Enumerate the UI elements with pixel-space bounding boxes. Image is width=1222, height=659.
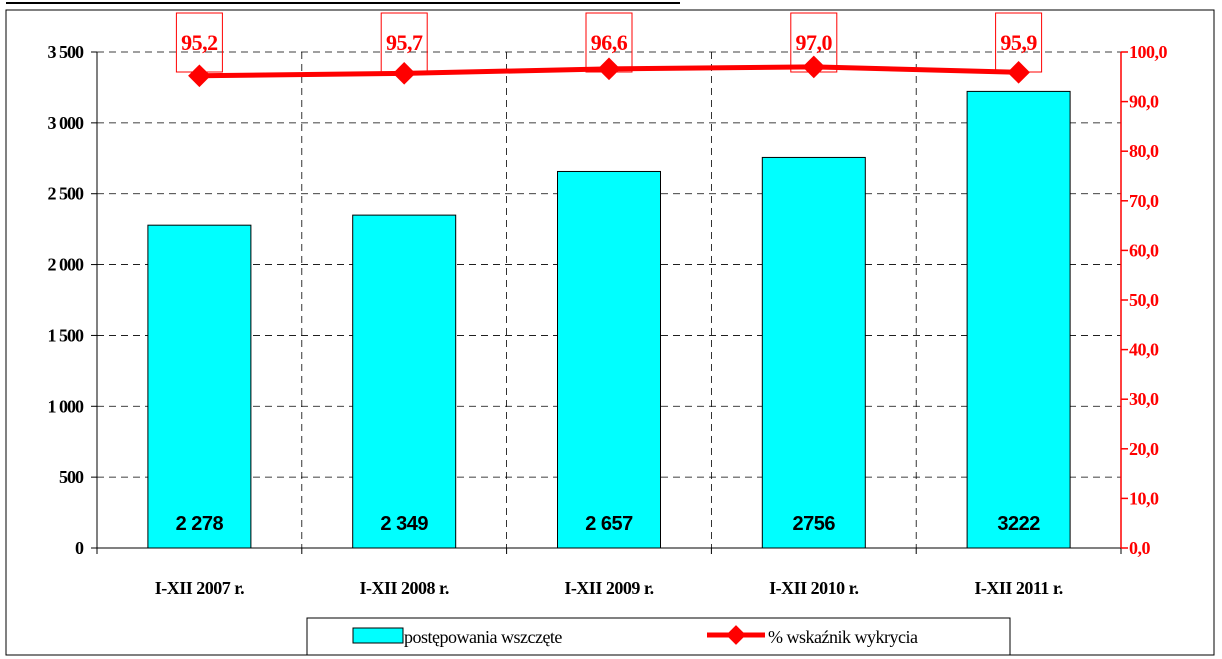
line-marker (392, 62, 416, 85)
gridlines (97, 51, 1121, 548)
line-data-label: 95,7 (386, 30, 423, 55)
legend-line-label: % wskaźnik wykrycia (768, 627, 918, 647)
y-tick-label-right: 100,0 (1129, 42, 1168, 62)
legend-bar-label: postępowania wszczęte (404, 627, 562, 647)
y-tick-label-left: 3 500 (48, 42, 85, 62)
legend-box (306, 617, 1011, 656)
bar-data-label: 2 278 (176, 513, 224, 535)
line-data-label: 97,0 (796, 30, 833, 55)
y-tick-label-right: 50,0 (1129, 290, 1159, 310)
y-tick-label-left: 500 (59, 467, 84, 487)
line-data-label: 95,9 (1000, 30, 1037, 55)
line-marker (188, 64, 211, 88)
y-tick-label-left: 1 500 (48, 325, 85, 345)
bar (147, 224, 252, 549)
line-data-label: 95,2 (181, 30, 218, 55)
line-series (188, 55, 1030, 88)
labels: 2 278 2 349 2 657 2756 3222 0 500 1 000 1 500 2 0… (48, 12, 1168, 598)
y-tick-label-left: 2 000 (48, 255, 85, 275)
bar (352, 214, 457, 549)
y-tick-label-right: 40,0 (1129, 340, 1159, 360)
y-tick-label-left: 0 (75, 538, 84, 558)
bar-data-label: 2 657 (585, 513, 633, 535)
x-tick-label: I-XII 2007 r. (155, 578, 244, 598)
line-data-label: 96,6 (591, 30, 628, 55)
x-tick-label: I-XII 2010 r. (769, 578, 858, 598)
bar (761, 156, 866, 549)
bar (966, 90, 1071, 549)
y-tick-label-right: 90,0 (1129, 92, 1159, 112)
y-tick-label-right: 80,0 (1129, 141, 1159, 161)
y-tick-label-right: 20,0 (1129, 439, 1159, 459)
y-tick-label-left: 1 000 (48, 396, 85, 416)
bar (557, 170, 661, 549)
line-data-label-box (790, 12, 838, 73)
y-tick-label-left: 2 500 (48, 184, 85, 204)
x-tick-label: I-XII 2008 r. (360, 578, 449, 598)
y-tick-label-left: 3 000 (48, 113, 85, 133)
y-tick-label-right: 60,0 (1129, 240, 1159, 260)
bars (147, 90, 1071, 549)
line-data-label-box (585, 12, 633, 73)
y-tick-label-right: 0,0 (1129, 538, 1151, 558)
line-marker (802, 55, 826, 79)
line-data-label-box (175, 12, 223, 73)
legend: postępowania wszczęte % wskaźnik wykryci… (306, 617, 1011, 656)
bar-data-label: 2756 (793, 513, 836, 535)
x-tick-label: I-XII 2011 r. (974, 578, 1062, 598)
line-data-label-box (995, 12, 1043, 73)
line-data-label-box (380, 12, 428, 73)
x-tick-label: I-XII 2009 r. (564, 578, 653, 598)
axes (91, 51, 1128, 554)
y-tick-label-right: 10,0 (1129, 488, 1159, 508)
line-marker (597, 57, 621, 81)
bar-data-label: 2 349 (380, 513, 428, 535)
legend-line-marker (726, 625, 746, 645)
y-tick-label-right: 30,0 (1129, 389, 1159, 409)
bar-data-label: 3222 (997, 513, 1040, 535)
legend-bar-swatch (352, 627, 404, 644)
y-tick-label-right: 70,0 (1129, 191, 1159, 211)
